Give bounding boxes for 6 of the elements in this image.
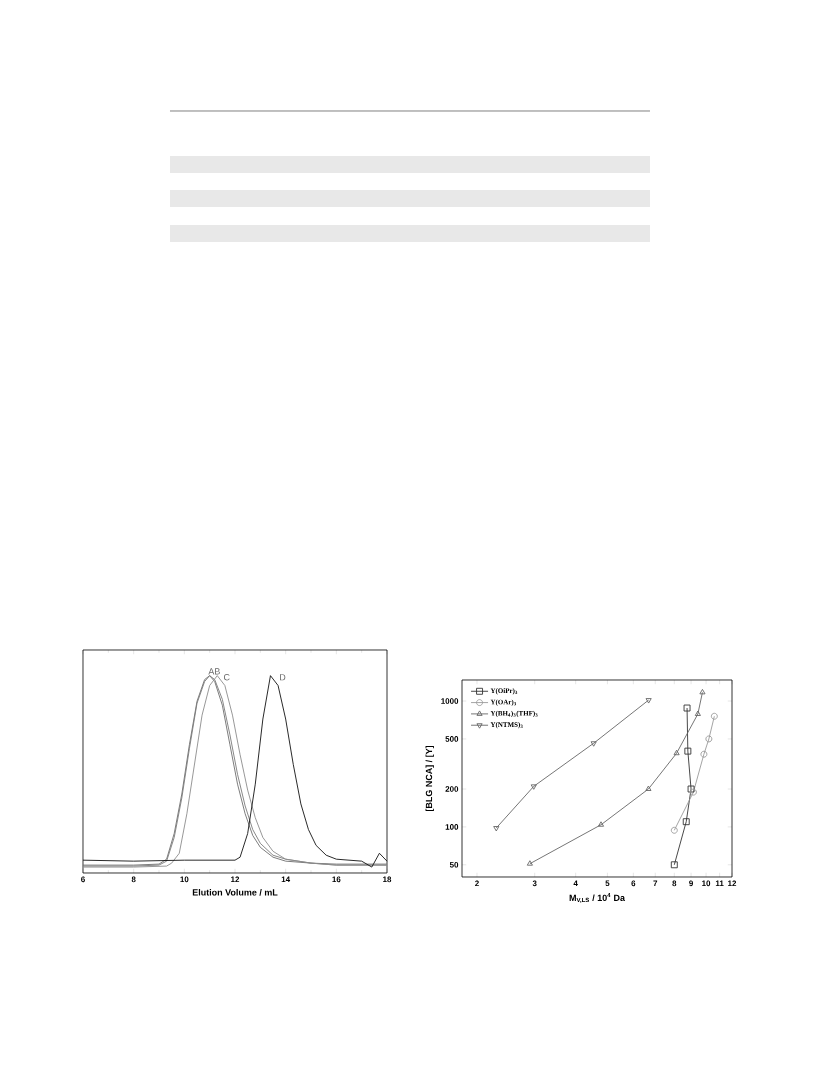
x-axis-title: M$_{V,LS}$ / 10$^{4}$ Da	[569, 893, 626, 903]
y-axis-title: [BLG NCA] / [Y]	[425, 745, 434, 812]
annotation: D	[280, 674, 286, 681]
annotation: C	[223, 674, 230, 681]
annotation: AB	[208, 668, 220, 675]
x-axis-title: Elution Volume / mL	[192, 888, 278, 896]
